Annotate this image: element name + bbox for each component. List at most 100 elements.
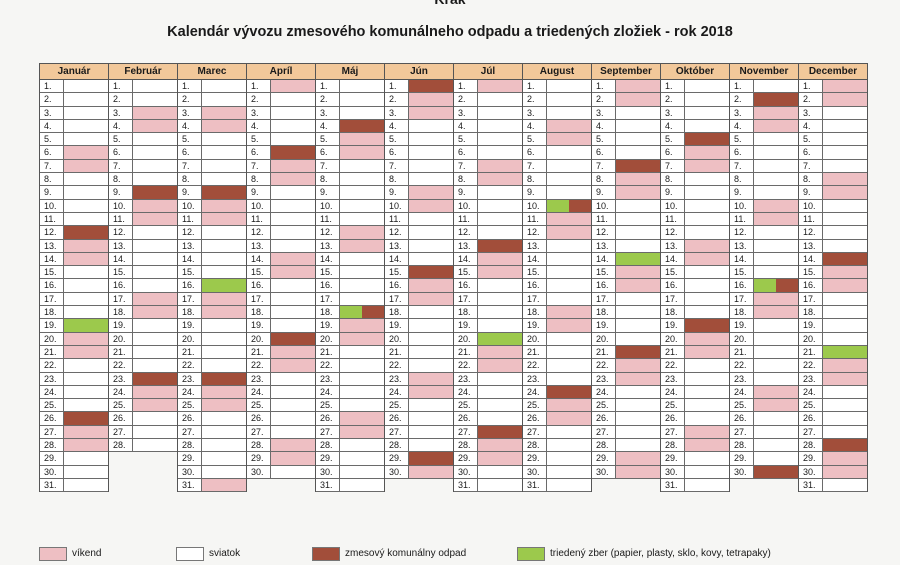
day-number: 5.: [109, 133, 133, 146]
day-cell: [547, 266, 591, 279]
day-row: 8.: [592, 173, 660, 187]
day-row: 27.: [730, 425, 798, 440]
day-number: 4.: [385, 119, 409, 133]
day-row: 30.: [385, 465, 453, 479]
day-number: 9.: [40, 186, 64, 199]
day-cell: [202, 226, 246, 239]
day-row: 1.: [730, 80, 798, 94]
day-number: 14.: [247, 252, 271, 266]
day-cell: [547, 292, 591, 306]
day-row: 26.: [661, 412, 729, 426]
day-number: 8.: [40, 173, 64, 186]
weekend-cell: [409, 465, 453, 478]
day-number: 16.: [454, 279, 478, 292]
day-number: 22.: [799, 359, 823, 372]
day-number: 27.: [109, 425, 133, 439]
day-number: 6.: [316, 146, 340, 159]
day-number: 7.: [799, 159, 823, 173]
day-number: 5.: [730, 133, 754, 146]
day-number: 18.: [454, 306, 478, 319]
day-cell: [64, 133, 108, 146]
day-row: 24.: [730, 385, 798, 400]
day-number: 8.: [730, 173, 754, 186]
legend-item-vikend: víkend: [39, 547, 101, 561]
day-row: 19.: [40, 319, 108, 333]
day-row: 5.: [316, 133, 384, 147]
month-header: Január: [40, 63, 108, 80]
day-number: 23.: [385, 372, 409, 385]
sorted-collection-cell: [478, 332, 522, 345]
day-row: 17.: [592, 292, 660, 307]
day-number: 9.: [661, 186, 685, 199]
day-row: 14.: [109, 252, 177, 267]
day-cell: [133, 332, 177, 345]
collection-split-cell: [340, 306, 384, 319]
weekend-cell: [64, 439, 108, 452]
day-number: 15.: [730, 266, 754, 279]
day-row: 8.: [454, 173, 522, 187]
day-cell: [271, 372, 315, 385]
day-number: 23.: [523, 372, 547, 385]
day-number: 8.: [799, 173, 823, 186]
day-row: 2.: [730, 93, 798, 107]
day-cell: [64, 93, 108, 106]
weekend-cell: [409, 199, 453, 212]
day-number: 28.: [178, 439, 202, 452]
day-number: 16.: [178, 279, 202, 292]
day-row: 6.: [523, 146, 591, 160]
day-row: 19.: [592, 319, 660, 333]
day-row: 29.: [661, 452, 729, 466]
day-cell: [271, 133, 315, 146]
day-cell: [340, 292, 384, 306]
day-number: 14.: [730, 252, 754, 266]
day-row: 12.: [247, 226, 315, 240]
day-number: 13.: [454, 239, 478, 252]
day-row: 6.: [178, 146, 246, 160]
day-row: 8.: [799, 173, 867, 187]
day-cell: [340, 399, 384, 412]
legend-swatch-vikend: [39, 547, 67, 561]
day-number: 30.: [523, 465, 547, 478]
day-cell: [409, 226, 453, 239]
weekend-cell: [271, 252, 315, 266]
day-cell: [64, 199, 108, 212]
day-cell: [133, 345, 177, 359]
weekend-cell: [823, 372, 867, 385]
day-cell: [409, 439, 453, 452]
collection-split-cell: [754, 279, 798, 292]
month-column: Október 1. 2. 3. 4. 5. 6. 7. 8. 9. 10. 11. 12. 13. 14.…: [660, 63, 729, 493]
legend: víkend sviatok zmesový komunálny odpad t…: [39, 547, 879, 565]
month-column: December 1. 2. 3. 4. 5. 6. 7. 8. 9. 10. 11. 12. 13. 14…: [798, 63, 868, 493]
day-cell: [547, 80, 591, 93]
month-header: Október: [661, 63, 729, 80]
day-cell: [409, 146, 453, 159]
day-row: 19.: [109, 319, 177, 333]
day-row: 11.: [247, 212, 315, 227]
day-number: 28.: [799, 439, 823, 452]
day-row: 10.: [661, 199, 729, 213]
day-number: 25.: [247, 399, 271, 412]
legend-swatch-sviatok: [176, 547, 204, 561]
mixed-waste-cell: [202, 186, 246, 199]
day-number: 1.: [454, 80, 478, 93]
weekend-cell: [823, 279, 867, 292]
weekend-cell: [823, 93, 867, 106]
collection-split-cell: [547, 199, 591, 212]
day-number: 23.: [661, 372, 685, 385]
day-number: 29.: [661, 452, 685, 465]
day-row: 7.: [316, 159, 384, 174]
day-row: 29.: [523, 452, 591, 466]
day-cell: [409, 332, 453, 345]
day-number: 21.: [40, 345, 64, 359]
day-number: 18.: [799, 306, 823, 319]
day-number: 12.: [316, 226, 340, 239]
day-number: 19.: [247, 319, 271, 332]
day-number: 1.: [40, 80, 64, 93]
day-number: 10.: [454, 199, 478, 212]
day-number: 21.: [799, 345, 823, 359]
day-row: 27.: [247, 425, 315, 440]
weekend-cell: [64, 146, 108, 159]
day-row: 14.: [385, 252, 453, 267]
weekend-cell: [271, 173, 315, 186]
day-number: 12.: [109, 226, 133, 239]
